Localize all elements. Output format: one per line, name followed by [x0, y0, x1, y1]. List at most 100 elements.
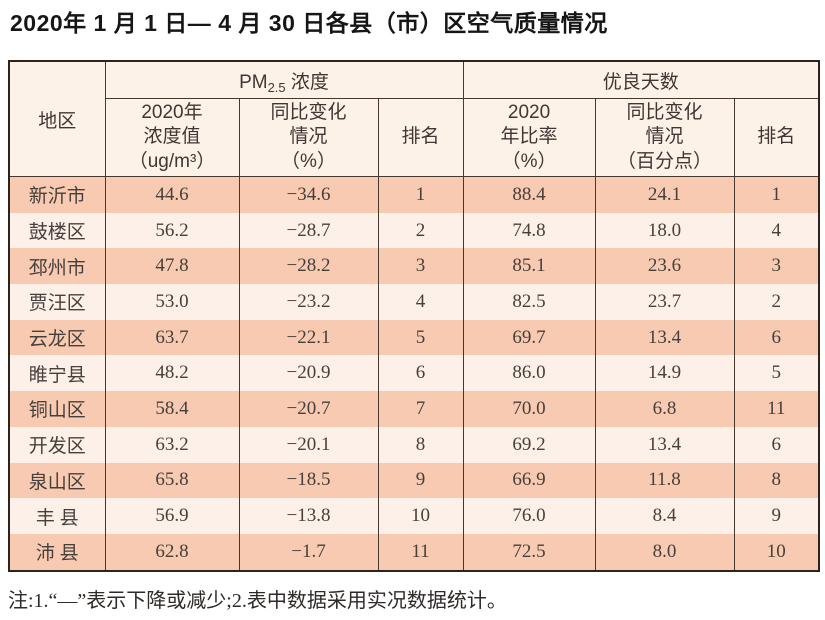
column-header-ratio: 2020 年比率 （%）: [462, 98, 596, 177]
cell-ratio: 85.1: [462, 248, 596, 285]
cell-ratio-change: 14.9: [594, 355, 735, 392]
cell-pm-change: −28.2: [238, 248, 379, 285]
table-row: 鼓楼区 56.2 −28.7 2 74.8 18.0 4: [8, 212, 820, 249]
cell-ratio-change: 11.8: [594, 462, 735, 499]
cell-pm-rank: 2: [377, 212, 464, 249]
cell-ratio-rank: 11: [733, 391, 820, 427]
cell-ratio-rank: 4: [733, 212, 820, 249]
page-title: 2020年 1 月 1 日— 4 月 30 日各县（市）区空气质量情况: [10, 10, 608, 36]
cell-ratio-rank: 9: [733, 498, 820, 534]
cell-pm-change: −28.7: [238, 212, 379, 249]
cell-ratio-rank: 2: [733, 284, 820, 320]
column-header-region: 地区: [8, 60, 106, 177]
cell-pm-rank: 10: [377, 498, 464, 534]
table-row: 开发区 63.2 −20.1 8 69.2 13.4 6: [8, 426, 820, 463]
table-row: 丰 县 56.9 −13.8 10 76.0 8.4 9: [8, 498, 820, 534]
cell-pm-rank: 1: [377, 176, 464, 213]
cell-region: 铜山区: [8, 391, 106, 427]
cell-pm-change: −20.1: [238, 426, 379, 463]
table-row: 新沂市 44.6 −34.6 1 88.4 24.1 1: [8, 176, 820, 213]
column-header-pm-value: 2020年 浓度值 （ug/m³）: [104, 98, 240, 177]
cell-pm-change: −34.6: [238, 176, 379, 213]
cell-pm-value: 58.4: [104, 391, 240, 427]
cell-ratio-change: 23.6: [594, 248, 735, 285]
cell-ratio: 88.4: [462, 176, 596, 213]
header-group-row: 地区 PM2.5 浓度 优良天数: [8, 60, 820, 177]
table-row: 云龙区 63.7 −22.1 5 69.7 13.4 6: [8, 319, 820, 356]
cell-ratio: 70.0: [462, 391, 596, 427]
table-row: 铜山区 58.4 −20.7 7 70.0 6.8 11: [8, 391, 820, 427]
cell-ratio: 86.0: [462, 355, 596, 392]
cell-pm-value: 62.8: [104, 533, 240, 571]
cell-pm-value: 44.6: [104, 176, 240, 213]
cell-region: 泉山区: [8, 462, 106, 499]
cell-region: 开发区: [8, 426, 106, 463]
cell-ratio: 69.7: [462, 319, 596, 356]
cell-region: 沛 县: [8, 533, 106, 571]
cell-pm-change: −20.9: [238, 355, 379, 392]
cell-pm-change: −1.7: [238, 533, 379, 571]
pm25-label-prefix: PM: [239, 71, 268, 93]
cell-ratio-change: 24.1: [594, 176, 735, 213]
pm25-label-suffix: 浓度: [285, 71, 329, 93]
cell-pm-change: −23.2: [238, 284, 379, 320]
cell-region: 丰 县: [8, 498, 106, 534]
cell-pm-value: 63.2: [104, 426, 240, 463]
column-header-ratio-rank: 排名: [733, 98, 820, 177]
cell-ratio-rank: 3: [733, 248, 820, 285]
cell-pm-change: −22.1: [238, 319, 379, 356]
column-header-ratio-change: 同比变化 情况 （百分点）: [594, 98, 735, 177]
cell-ratio-rank: 1: [733, 176, 820, 213]
cell-pm-value: 48.2: [104, 355, 240, 392]
cell-region: 新沂市: [8, 176, 106, 213]
cell-ratio-change: 13.4: [594, 426, 735, 463]
cell-pm-value: 47.8: [104, 248, 240, 285]
column-group-pm25: PM2.5 浓度: [104, 60, 464, 99]
column-header-pm-rank: 排名: [377, 98, 464, 177]
cell-ratio-change: 23.7: [594, 284, 735, 320]
column-group-good-days: 优良天数: [462, 60, 820, 99]
table-row: 贾汪区 53.0 −23.2 4 82.5 23.7 2: [8, 284, 820, 320]
pm25-label-subscript: 2.5: [267, 79, 286, 95]
cell-ratio: 76.0: [462, 498, 596, 534]
cell-ratio-rank: 6: [733, 426, 820, 463]
cell-ratio: 74.8: [462, 212, 596, 249]
cell-ratio: 66.9: [462, 462, 596, 499]
cell-region: 云龙区: [8, 319, 106, 356]
cell-pm-value: 56.9: [104, 498, 240, 534]
cell-region: 鼓楼区: [8, 212, 106, 249]
cell-pm-rank: 8: [377, 426, 464, 463]
cell-ratio-change: 13.4: [594, 319, 735, 356]
cell-ratio: 82.5: [462, 284, 596, 320]
cell-pm-change: −18.5: [238, 462, 379, 499]
table-row: 沛 县 62.8 −1.7 11 72.5 8.0 10: [8, 533, 820, 571]
air-quality-table: 地区 PM2.5 浓度 优良天数 2020年 浓度值 （ug/m³） 同比变化 …: [8, 60, 821, 572]
cell-pm-rank: 4: [377, 284, 464, 320]
cell-ratio: 72.5: [462, 533, 596, 571]
cell-pm-value: 65.8: [104, 462, 240, 499]
cell-pm-rank: 6: [377, 355, 464, 392]
cell-pm-rank: 11: [377, 533, 464, 571]
cell-region: 贾汪区: [8, 284, 106, 320]
cell-pm-change: −20.7: [238, 391, 379, 427]
cell-ratio-change: 8.4: [594, 498, 735, 534]
table-body: 新沂市 44.6 −34.6 1 88.4 24.1 1 鼓楼区 56.2 −28.7 2 74.8 1…: [8, 176, 820, 571]
cell-region: 睢宁县: [8, 355, 106, 392]
cell-ratio-rank: 8: [733, 462, 820, 499]
table-row: 睢宁县 48.2 −20.9 6 86.0 14.9 5: [8, 355, 820, 392]
cell-ratio: 69.2: [462, 426, 596, 463]
cell-pm-rank: 5: [377, 319, 464, 356]
cell-pm-rank: 7: [377, 391, 464, 427]
table-row: 泉山区 65.8 −18.5 9 66.9 11.8 8: [8, 462, 820, 499]
cell-pm-rank: 3: [377, 248, 464, 285]
table-header: 地区 PM2.5 浓度 优良天数 2020年 浓度值 （ug/m³） 同比变化 …: [8, 60, 820, 177]
cell-pm-value: 56.2: [104, 212, 240, 249]
cell-pm-value: 53.0: [104, 284, 240, 320]
cell-pm-value: 63.7: [104, 319, 240, 356]
cell-ratio-rank: 10: [733, 533, 820, 571]
cell-ratio-rank: 6: [733, 319, 820, 356]
cell-ratio-change: 18.0: [594, 212, 735, 249]
cell-region: 邳州市: [8, 248, 106, 285]
header-sub-row: 2020年 浓度值 （ug/m³） 同比变化 情况 （%） 排名 2020 年比…: [9, 98, 820, 177]
